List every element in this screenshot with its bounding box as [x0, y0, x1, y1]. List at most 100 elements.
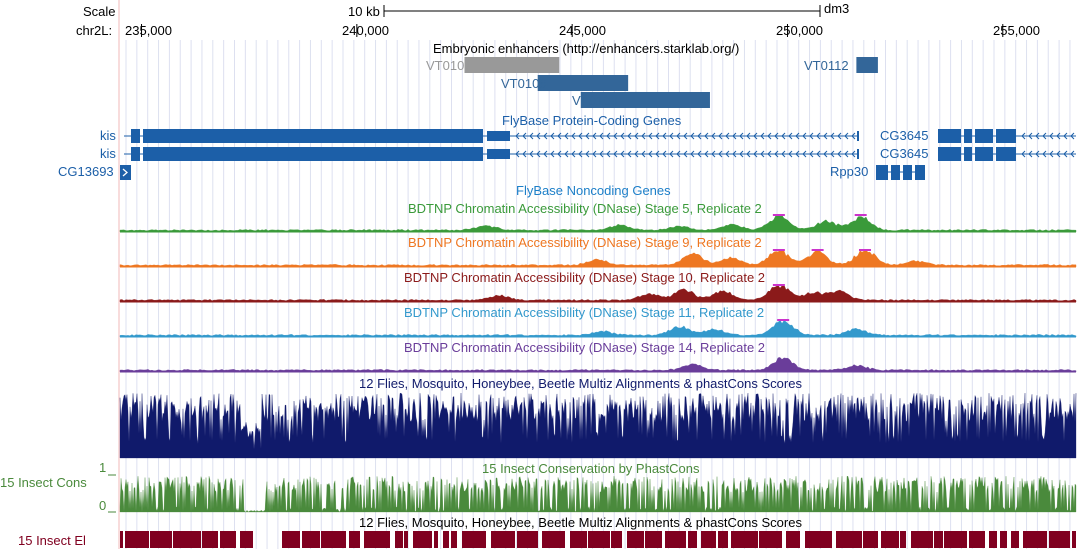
strand-chevron [578, 132, 583, 140]
conserved-element [434, 531, 438, 548]
strand-chevron [571, 150, 576, 158]
strand-chevron [599, 132, 604, 140]
strand-chevron [522, 132, 527, 140]
assembly-label: dm3 [824, 1, 850, 16]
strand-chevron [613, 132, 618, 140]
clipped-peak-marker [772, 214, 785, 216]
gene-label-left[interactable]: kis [100, 128, 116, 143]
conserved-element [881, 531, 899, 548]
strand-chevron [627, 132, 632, 140]
conserved-element [688, 531, 697, 548]
conserved-element [1049, 531, 1070, 548]
gene-exon [903, 165, 912, 180]
enhancer-label[interactable]: VT0108 [501, 76, 547, 91]
strand-chevron [1035, 132, 1040, 140]
track-title-enhancers[interactable]: Embryonic enhancers (http://enhancers.st… [433, 41, 740, 56]
strand-chevron [809, 132, 814, 140]
gene-label-right[interactable]: Rpp30 [830, 164, 869, 179]
strand-chevron [725, 150, 730, 158]
strand-chevron [529, 150, 534, 158]
conserved-element [627, 531, 644, 548]
strand-chevron [683, 132, 688, 140]
track-title-dnase[interactable]: BDTNP Chromatin Accessibility (DNase) St… [404, 270, 766, 285]
clipped-peak-marker [858, 249, 871, 251]
strand-chevron [1042, 132, 1047, 140]
gene-label-left[interactable]: kis [100, 146, 116, 161]
strand-chevron [543, 132, 548, 140]
gene-label-left[interactable]: CG13693 [58, 164, 114, 179]
enhancer-label[interactable]: VT0112 [804, 58, 849, 73]
strand-chevron [851, 150, 856, 158]
conserved-element [542, 531, 565, 548]
strand-chevron [704, 132, 709, 140]
track-title-dnase[interactable]: BDTNP Chromatin Accessibility (DNase) St… [404, 340, 766, 355]
track-title-multiz[interactable]: 12 Flies, Mosquito, Honeybee, Beetle Mul… [359, 376, 802, 391]
enhancer-block [464, 57, 560, 73]
strand-chevron [739, 150, 744, 158]
strand-chevron [697, 150, 702, 158]
axis-max-label: 1 [99, 460, 107, 475]
gene-exon [891, 165, 900, 180]
conserved-element [934, 531, 943, 548]
gene-exon [915, 165, 925, 180]
track-title-dnase[interactable]: BDTNP Chromatin Accessibility (DNase) St… [408, 235, 762, 250]
strand-chevron [571, 132, 576, 140]
gene-label-right[interactable]: CG3645 [880, 146, 929, 161]
side-label-insect-cons[interactable]: 15 Insect Cons [0, 475, 87, 490]
strand-chevron [718, 132, 723, 140]
strand-chevron [690, 150, 695, 158]
strand-chevron [1042, 150, 1047, 158]
strand-chevron [634, 132, 639, 140]
conserved-element [645, 531, 662, 548]
gene-label-right[interactable]: CG3645 [880, 128, 929, 143]
strand-chevron [613, 150, 618, 158]
clipped-peak-marker [772, 249, 785, 251]
scale-label: Scale [83, 4, 116, 19]
gene-exon [964, 129, 972, 143]
conserved-element [1000, 531, 1007, 548]
strand-chevron [753, 150, 758, 158]
strand-chevron [669, 132, 674, 140]
track-title-noncoding[interactable]: FlyBase Noncoding Genes [516, 183, 671, 198]
strand-chevron [809, 150, 814, 158]
track-title-multiz-2[interactable]: 12 Flies, Mosquito, Honeybee, Beetle Mul… [359, 515, 802, 530]
strand-chevron [844, 132, 849, 140]
enhancer-label[interactable]: VT0109 [572, 93, 618, 108]
strand-chevron [515, 132, 520, 140]
track-title-dnase[interactable]: BDTNP Chromatin Accessibility (DNase) St… [408, 201, 762, 216]
strand-chevron [830, 132, 835, 140]
strand-chevron [606, 132, 611, 140]
strand-chevron [802, 132, 807, 140]
clipped-peak-marker [777, 319, 790, 321]
enhancer-label[interactable]: VT0107 [426, 58, 472, 73]
multiz-signal [119, 392, 1077, 459]
side-label-insect-el[interactable]: 15 Insect El [18, 533, 86, 548]
strand-chevron [1021, 150, 1026, 158]
dnase-signal [119, 284, 1077, 303]
track-title-genes[interactable]: FlyBase Protein-Coding Genes [502, 113, 682, 128]
gene-exon [938, 147, 961, 161]
strand-chevron [669, 150, 674, 158]
strand-chevron [1035, 150, 1040, 158]
conserved-element [805, 531, 832, 548]
strand-chevron [753, 132, 758, 140]
tick-label: 245,000 [559, 23, 606, 38]
conserved-element [701, 531, 716, 548]
strand-chevron [1063, 132, 1068, 140]
strand-chevron [830, 150, 835, 158]
gene-exon [857, 131, 859, 141]
track-title-dnase[interactable]: BDTNP Chromatin Accessibility (DNase) St… [404, 305, 765, 320]
conserved-element [120, 531, 123, 548]
strand-chevron [676, 132, 681, 140]
conserved-element [202, 531, 218, 548]
tick-label: 240,000 [342, 23, 389, 38]
strand-chevron [585, 150, 590, 158]
strand-chevron [564, 150, 569, 158]
strand-chevron [655, 132, 660, 140]
conserved-element [665, 531, 686, 548]
strand-chevron [550, 150, 555, 158]
conserved-element [1072, 531, 1076, 548]
track-title-insect-cons[interactable]: 15 Insect Conservation by PhastCons [482, 461, 700, 476]
strand-chevron [739, 132, 744, 140]
